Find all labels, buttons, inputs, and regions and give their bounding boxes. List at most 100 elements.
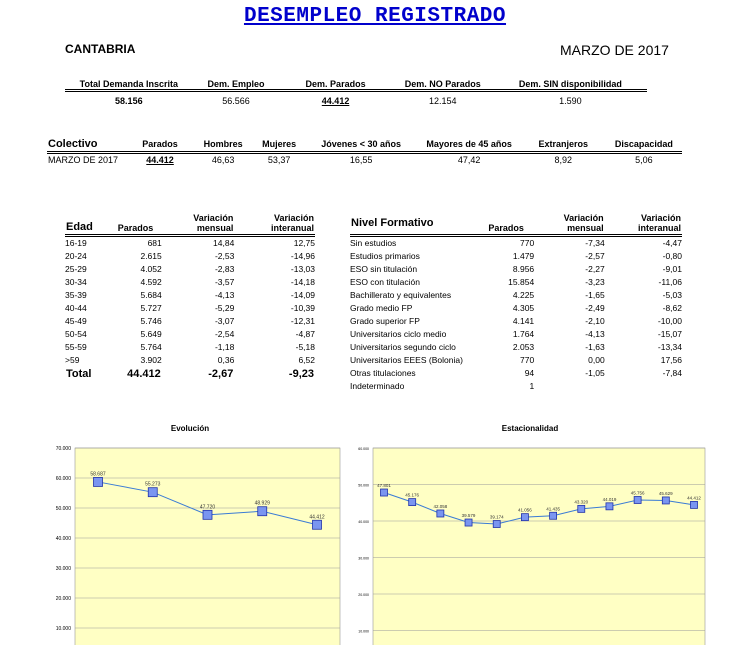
data-point <box>93 477 103 487</box>
colectivo-header: Extranjeros <box>538 139 589 149</box>
nivel-row-cell: 17,56 <box>660 355 682 365</box>
nivel-row-label: Universitarios segundo ciclo <box>350 342 456 352</box>
nivel-row: Indeterminado 1 <box>350 380 682 393</box>
y-tick-label: 30.000 <box>358 557 369 561</box>
nivel-row: Bachillerato y equivalentes 4.225 -1,65 -5,… <box>350 289 682 302</box>
nivel-table: Nivel Formativo Parados Variación mensua… <box>350 212 682 393</box>
edad-row: 45-49 5.746 -3,07 -12,31 <box>65 315 315 328</box>
y-tick-label: 50.000 <box>56 506 72 512</box>
data-point <box>661 496 670 505</box>
colectivo-header: Discapacidad <box>614 139 673 149</box>
edad-row-label: >59 <box>65 355 80 365</box>
data-label: 41.056 <box>518 508 532 513</box>
summary-header-row: Total Demanda Inscrita Dem. Empleo Dem. … <box>65 79 647 91</box>
colectivo-cell: 47,42 <box>457 155 481 165</box>
page-title: DESEMPLEO REGISTRADO <box>243 5 507 28</box>
nivel-row-cell: 8.956 <box>512 264 535 274</box>
nivel-row: Sin estudios 770 -7,34 -4,47 <box>350 236 682 251</box>
summary-header: Dem. SIN disponibilidad <box>518 79 622 89</box>
edad-row: 30-34 4.592 -3,57 -14,18 <box>65 276 315 289</box>
edad-row-cell: -10,39 <box>290 303 315 313</box>
colectivo-cell: 5,06 <box>635 155 653 165</box>
data-point <box>408 498 417 507</box>
nivel-header: Parados <box>488 223 524 233</box>
edad-row-label: 35-39 <box>65 290 87 300</box>
edad-row-cell: 4.052 <box>140 264 162 274</box>
chart-title-estacionalidad: Estacionalidad <box>501 424 559 433</box>
data-point <box>147 487 158 498</box>
edad-table: Edad Parados Variación mensual Variación… <box>65 212 315 381</box>
summary-header: Dem. Empleo <box>207 79 265 89</box>
nivel-row-cell: -9,01 <box>662 264 682 274</box>
edad-row-cell: -13,03 <box>290 264 315 274</box>
edad-row-label: 50-54 <box>65 329 87 339</box>
nivel-row-cell: 1.764 <box>512 329 535 339</box>
nivel-row: Universitarios EEES (Bolonia) 770 0,00 17,5… <box>350 354 682 367</box>
nivel-row-cell: -1,63 <box>585 342 605 352</box>
nivel-row-cell: 4.305 <box>512 303 535 313</box>
edad-row-cell: 4.592 <box>140 277 162 287</box>
edad-row-cell: 5.764 <box>140 342 162 352</box>
summary-value: 1.590 <box>559 96 582 106</box>
nivel-row-cell: -7,34 <box>585 238 605 248</box>
y-tick-label: 60.000 <box>358 447 369 451</box>
edad-total-cell: -9,23 <box>288 368 314 380</box>
data-label: 39.174 <box>490 515 504 520</box>
y-tick-label: 10.000 <box>358 630 369 634</box>
data-point <box>633 496 642 504</box>
edad-row-label: 45-49 <box>65 316 87 326</box>
data-label: 55.273 <box>145 482 161 488</box>
nivel-row: Grado medio FP 4.305 -2,49 -8,62 <box>350 302 682 315</box>
data-label: 44.019 <box>603 497 617 502</box>
summary-value: 44.412 <box>321 96 350 106</box>
edad-row-label: 25-29 <box>65 264 87 274</box>
nivel-row-label: Sin estudios <box>350 238 397 248</box>
edad-total-cell: -2,67 <box>208 368 234 380</box>
nivel-row-label: Universitarios EEES (Bolonia) <box>350 355 463 365</box>
chart-title-evolucion: Evolución <box>170 424 210 433</box>
edad-row-cell: -2,53 <box>214 251 235 261</box>
nivel-row-cell <box>605 380 682 393</box>
nivel-row-cell: -11,06 <box>658 277 682 287</box>
nivel-row-cell: 0,00 <box>588 355 605 365</box>
edad-total-row: Total 44.412 -2,67 -9,23 <box>65 367 315 381</box>
y-tick-label: 40.000 <box>358 520 369 524</box>
edad-header-row: Edad Parados Variación mensual Variación… <box>65 212 315 236</box>
edad-row-cell: 5.649 <box>140 329 162 339</box>
nivel-row-label: Grado medio FP <box>350 303 413 313</box>
edad-row-cell: -12,31 <box>290 316 315 326</box>
plot-area <box>372 447 706 645</box>
colectivo-header: Mujeres <box>262 139 297 149</box>
edad-row: 16-19 681 14,84 12,75 <box>65 236 315 251</box>
edad-row-cell: 6,52 <box>298 355 315 365</box>
edad-row-cell: 14,84 <box>213 238 235 248</box>
nivel-row-cell <box>534 380 605 393</box>
edad-row-label: 40-44 <box>65 303 87 313</box>
data-label: 44.412 <box>687 495 701 500</box>
nivel-row: Universitarios ciclo medio 1.764 -4,13 -15,… <box>350 328 682 341</box>
nivel-row-cell: 4.225 <box>512 290 535 300</box>
nivel-row-cell: 94 <box>524 368 535 378</box>
nivel-row-cell: 15.854 <box>508 277 535 287</box>
edad-row-cell: -14,96 <box>290 251 315 261</box>
data-point <box>464 518 473 527</box>
estacionalidad-chart: 60.000 50.000 40.000 30.000 20.000 10.000 47.8… <box>358 447 706 645</box>
summary-value-row: 58.156 56.566 44.412 12.154 1.590 <box>65 91 647 106</box>
colectivo-row: MARZO DE 2017 44.412 46,63 53,37 16,55 4… <box>47 153 682 167</box>
data-point <box>549 511 557 520</box>
data-label: 45.629 <box>659 491 673 496</box>
nivel-row-label: ESO sin titulación <box>350 264 418 274</box>
y-tick-label: 50.000 <box>358 484 369 488</box>
data-point <box>690 500 698 509</box>
nivel-row-cell: -2,27 <box>585 264 605 274</box>
data-point <box>436 509 445 518</box>
edad-row-cell: 12,75 <box>293 238 315 248</box>
summary-value: 56.566 <box>222 96 250 106</box>
colectivo-header: Jóvenes < 30 años <box>321 139 401 149</box>
nivel-row-cell: -2,10 <box>585 316 605 326</box>
nivel-row-cell: -5,03 <box>662 290 682 300</box>
colectivo-header-row: Colectivo Parados Hombres Mujeres Jóvene… <box>47 137 682 153</box>
edad-row-label: 16-19 <box>65 238 87 248</box>
data-label: 48.929 <box>255 501 271 507</box>
nivel-row-cell: -8,62 <box>662 303 682 313</box>
